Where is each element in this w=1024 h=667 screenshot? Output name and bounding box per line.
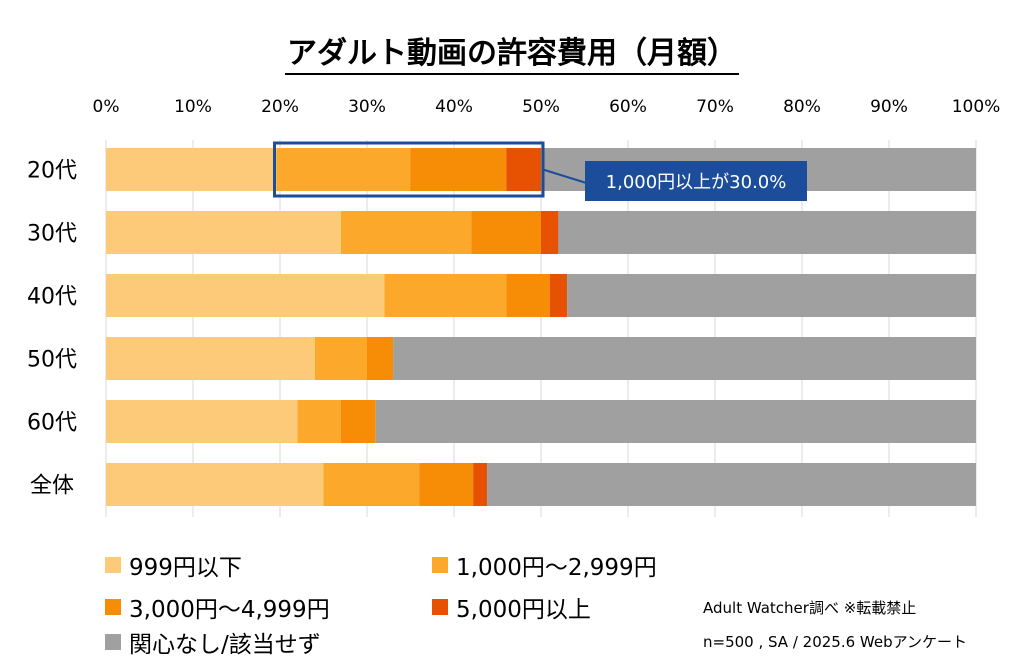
x-tick-label: 90% [870, 97, 908, 117]
sample-note: n=500 , SA / 2025.6 Webアンケート [703, 633, 968, 651]
x-tick-label: 0% [93, 97, 120, 117]
legend-item-3000-4999: 3,000円〜4,999円 [105, 590, 330, 624]
bar-segment [541, 211, 559, 254]
bar-segment [471, 211, 541, 254]
bar-segment [106, 211, 341, 254]
legend-item-999-or-less: 999円以下 [105, 548, 242, 582]
bar-segment [419, 463, 474, 506]
bar-segment [384, 274, 507, 317]
bar-segment [314, 337, 367, 380]
legend-item-1000-2999: 1,000円〜2,999円 [432, 548, 657, 582]
bar-segment [297, 400, 341, 443]
x-tick-label: 80% [783, 97, 821, 117]
bar-segment [323, 463, 420, 506]
source-note: Adult Watcher調べ ※転載禁止 [703, 599, 917, 617]
x-tick-label: 30% [348, 97, 386, 117]
x-tick-label: 20% [261, 97, 299, 117]
legend-swatch [432, 599, 448, 615]
legend-label: 999円以下 [129, 555, 242, 581]
callout-connector [542, 168, 589, 185]
x-tick-label: 100% [952, 97, 1001, 117]
legend-swatch [432, 557, 448, 573]
category-label: 全体 [30, 474, 74, 499]
bar-segment [106, 337, 315, 380]
chart-title: アダルト動画の許容費用（月額） [0, 28, 1024, 75]
legend-item-5000-or-more: 5,000円以上 [432, 590, 591, 624]
bar-segment [340, 211, 472, 254]
bar-segment [106, 463, 324, 506]
category-label: 40代 [27, 285, 77, 310]
bar-segment [393, 337, 977, 380]
legend-swatch [105, 599, 121, 615]
bar-segment [487, 463, 976, 506]
category-label: 30代 [27, 222, 77, 247]
callout-box [585, 161, 807, 201]
category-label: 60代 [27, 411, 77, 436]
x-tick-label: 60% [609, 97, 647, 117]
bar-segment [276, 148, 411, 191]
legend-label: 関心なし/該当せず [129, 632, 321, 658]
x-tick-label: 70% [696, 97, 734, 117]
bar-segment [106, 148, 277, 191]
bar-segment [506, 274, 550, 317]
bar-segment [506, 148, 541, 191]
x-tick-label: 40% [435, 97, 473, 117]
bar-segment [473, 463, 488, 506]
bar-segment [567, 274, 976, 317]
legend-item-no-interest: 関心なし/該当せず [105, 625, 321, 659]
legend-label: 5,000円以上 [456, 597, 591, 623]
legend-label: 1,000円〜2,999円 [456, 555, 657, 581]
callout-label: 1,000円以上が30.0% [606, 172, 787, 193]
bar-segment [340, 400, 376, 443]
bar-segment [549, 274, 568, 317]
bar-segment [106, 274, 385, 317]
x-tick-label: 10% [174, 97, 212, 117]
bar-segment [410, 148, 507, 191]
bar-segment [106, 400, 298, 443]
category-label: 20代 [27, 159, 77, 184]
bar-segment [558, 211, 976, 254]
bar-segment [367, 337, 394, 380]
legend-swatch [105, 634, 121, 650]
x-tick-label: 50% [522, 97, 560, 117]
legend-swatch [105, 557, 121, 573]
bar-segment [375, 400, 976, 443]
legend-label: 3,000円〜4,999円 [129, 597, 330, 623]
category-label: 50代 [27, 348, 77, 373]
